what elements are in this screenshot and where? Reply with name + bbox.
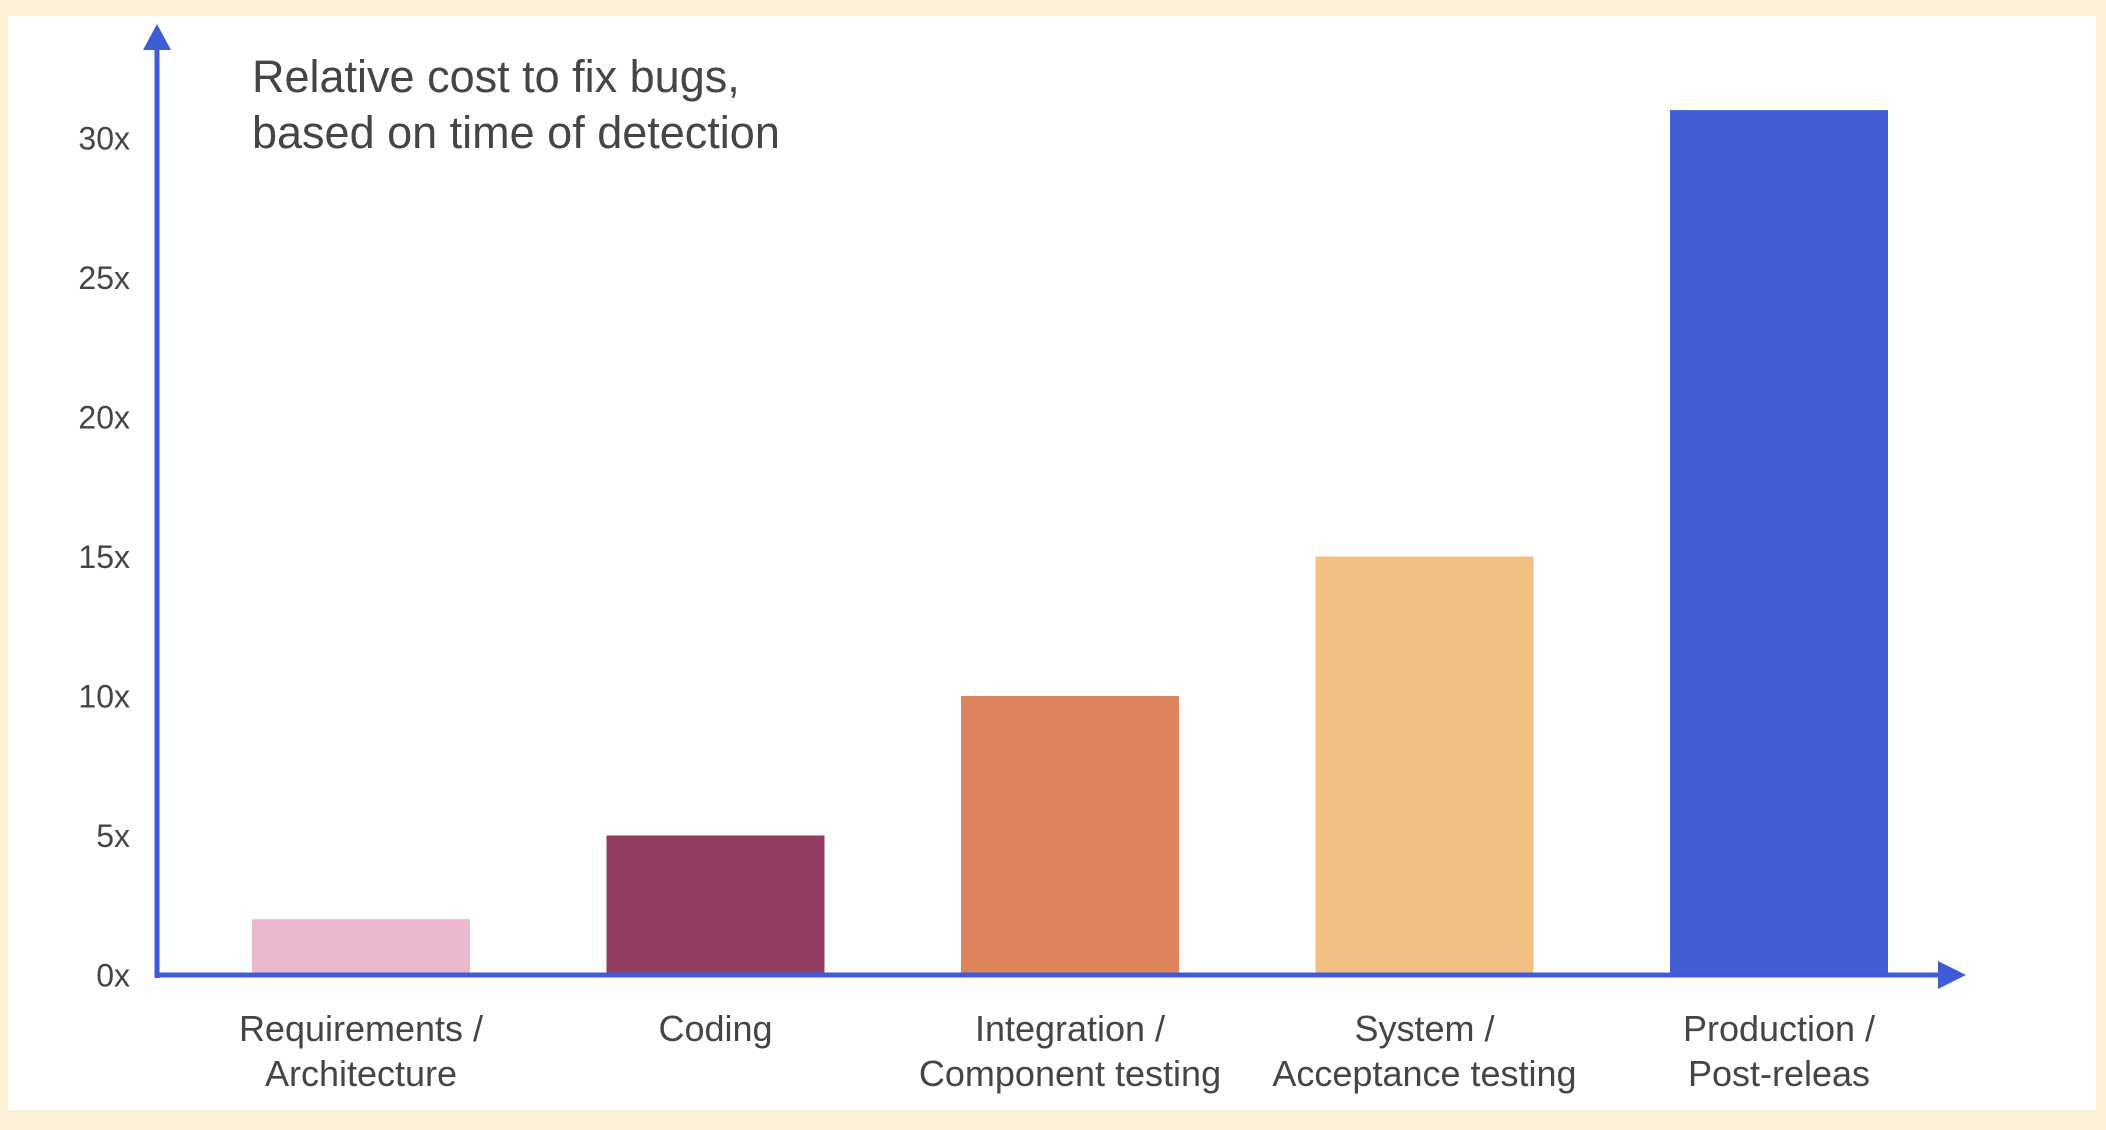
bar-0 [252, 919, 470, 975]
y-axis-arrow [143, 24, 171, 50]
chart-title-line: based on time of detection [252, 107, 780, 158]
bar-3 [1315, 556, 1534, 975]
y-tick-label: 20x [78, 399, 130, 435]
bar-1 [606, 835, 825, 975]
bar-2 [961, 696, 1179, 975]
x-tick-labels: Requirements / Architecture Coding Integrat… [239, 1008, 1875, 1094]
y-tick-label: 30x [78, 120, 130, 156]
x-tick-label: Integration / Component testing [919, 1008, 1221, 1094]
bar-4 [1670, 110, 1888, 976]
x-tick-label: Requirements / Architecture [239, 1008, 483, 1094]
y-tick-label: 10x [78, 678, 130, 714]
chart-frame: Relative cost to fix bugs, based on time … [8, 16, 2096, 1110]
x-tick-label: Production / Post-releas [1683, 1008, 1875, 1094]
bar-chart: Relative cost to fix bugs,based on time … [78, 24, 1966, 1094]
x-axis-arrow [1938, 961, 1966, 989]
bars-group [252, 110, 1888, 976]
chart-title: Relative cost to fix bugs,based on time … [252, 51, 780, 158]
y-tick-label: 15x [78, 539, 130, 575]
y-tick-labels: 0x 5x 10x 15x 20x 25x 30x [78, 120, 130, 993]
x-tick-label: System / Acceptance testing [1272, 1008, 1576, 1094]
y-tick-label: 0x [96, 957, 130, 993]
chart-title-line: Relative cost to fix bugs, [252, 51, 740, 102]
axes-group [143, 24, 1966, 989]
y-tick-label: 5x [96, 818, 130, 854]
x-tick-label: Coding [658, 1008, 772, 1049]
y-tick-label: 25x [78, 260, 130, 296]
